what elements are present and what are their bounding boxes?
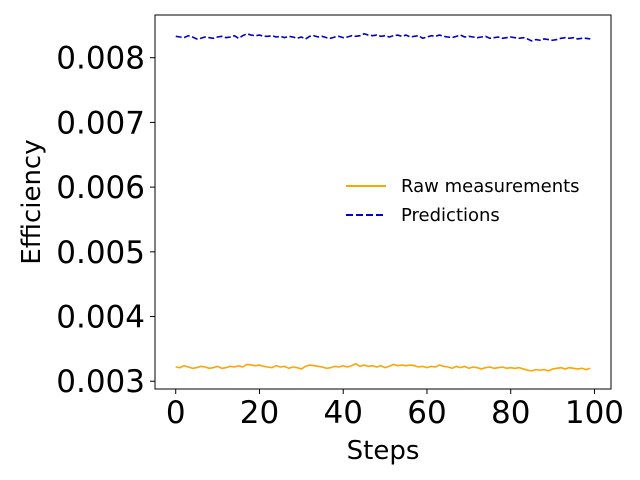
- y-tick-label: 0.005: [56, 235, 145, 271]
- plot-frame: [154, 14, 612, 390]
- x-tick-label: 20: [240, 395, 279, 431]
- y-tick-label: 0.003: [56, 364, 145, 400]
- x-tick-label: 0: [166, 395, 186, 431]
- y-tick-label: 0.008: [56, 41, 145, 77]
- y-axis: 0.003 0.004 0.005 0.006 0.007 0.008: [56, 41, 155, 400]
- series-line-2: [175, 32, 591, 42]
- series-line-1: [175, 362, 591, 372]
- y-tick-label: 0.006: [56, 170, 145, 206]
- legend-label-1: Raw measurements: [401, 176, 580, 197]
- legend: Raw measurements Predictions: [346, 176, 580, 226]
- x-axis: 0 20 40 60 80 100: [166, 389, 624, 431]
- x-tick-label: 60: [407, 395, 446, 431]
- y-tick-label: 0.004: [56, 300, 145, 336]
- y-tick-label: 0.007: [56, 105, 145, 141]
- x-tick-label: 40: [323, 395, 362, 431]
- x-tick-label: 100: [565, 395, 624, 431]
- series-layer: [175, 32, 591, 372]
- x-axis-label: Steps: [347, 436, 420, 466]
- legend-label-2: Predictions: [401, 205, 500, 226]
- x-tick-label: 80: [491, 395, 530, 431]
- y-axis-label: Efficiency: [17, 139, 47, 264]
